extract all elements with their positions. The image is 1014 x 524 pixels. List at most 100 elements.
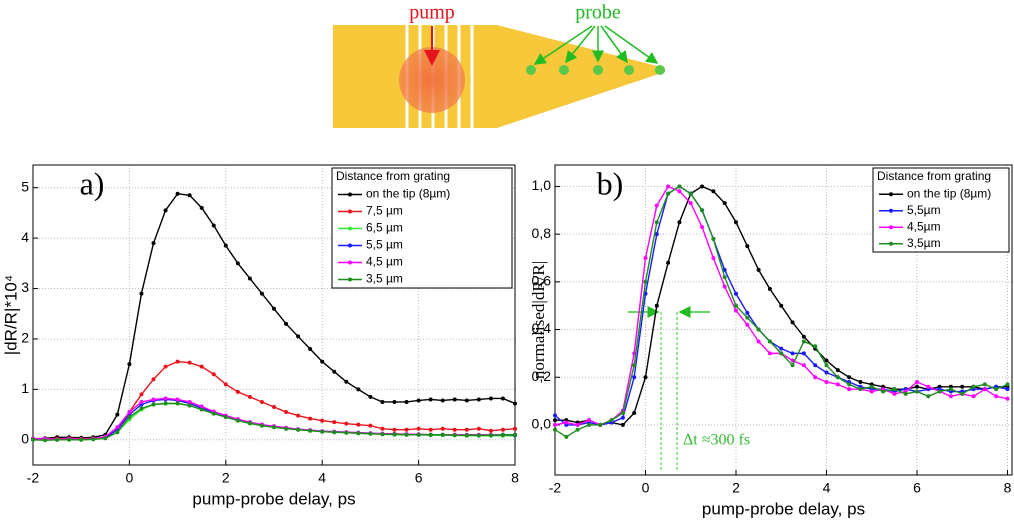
data-point — [308, 347, 313, 352]
data-point — [139, 291, 144, 296]
legend-label: 5,5 µm — [366, 238, 403, 252]
data-point — [553, 418, 557, 423]
data-point — [632, 375, 637, 380]
y-tick-label: 2 — [21, 330, 29, 346]
legend-box — [872, 167, 1010, 253]
legend-marker — [889, 192, 893, 197]
data-point — [513, 401, 517, 406]
data-point — [553, 422, 557, 427]
data-point — [847, 382, 852, 387]
data-point — [982, 387, 987, 392]
y-tick-label: 0 — [21, 430, 29, 446]
x-tick-label: 8 — [1004, 480, 1012, 496]
data-point — [575, 427, 580, 432]
y-tick-label: 0,4 — [532, 320, 552, 336]
x-tick-label: 2 — [732, 480, 740, 496]
data-point — [428, 397, 433, 402]
data-point — [654, 220, 659, 225]
data-point — [654, 232, 659, 237]
data-point — [139, 406, 144, 411]
probe-spots — [526, 65, 665, 75]
data-point — [666, 191, 671, 196]
data-point — [115, 412, 120, 417]
data-point — [223, 415, 228, 420]
data-point — [272, 425, 276, 430]
data-point — [416, 432, 421, 437]
data-point — [553, 413, 557, 418]
data-point — [151, 402, 156, 407]
data-point — [711, 256, 716, 260]
data-point — [151, 397, 156, 402]
data-point — [666, 184, 671, 189]
data-point — [392, 427, 397, 432]
legend: Distance from grating on the tip (8µm) 7,5… — [331, 167, 513, 289]
data-point — [643, 375, 648, 380]
data-point — [745, 315, 750, 320]
data-point — [881, 389, 886, 394]
x-tick-label: 6 — [913, 480, 921, 496]
data-point — [858, 380, 863, 384]
data-point — [320, 429, 325, 434]
data-point — [926, 384, 931, 389]
y-tick-label: 4 — [21, 229, 29, 245]
data-point — [869, 384, 874, 389]
data-point — [223, 243, 228, 248]
data-point — [779, 303, 784, 308]
x-tick-label: 0 — [126, 470, 134, 486]
data-point — [392, 432, 397, 437]
data-point — [67, 437, 72, 442]
data-point — [392, 399, 397, 404]
data-point — [756, 339, 761, 344]
data-point — [632, 363, 637, 368]
data-point — [847, 387, 852, 392]
data-point — [609, 418, 614, 423]
data-point — [476, 433, 481, 438]
data-point — [115, 425, 120, 430]
legend-label: 5,5µm — [907, 203, 941, 217]
data-point — [813, 344, 818, 349]
data-point — [296, 427, 301, 432]
data-point — [211, 411, 216, 416]
x-tick-label: -2 — [549, 480, 562, 496]
data-point — [259, 291, 264, 296]
legend-marker — [889, 225, 893, 230]
data-point — [380, 426, 385, 431]
x-tick-label: 4 — [823, 480, 831, 496]
data-point — [380, 399, 385, 404]
data-point — [779, 351, 784, 356]
data-point — [926, 394, 931, 399]
data-point — [163, 396, 168, 401]
data-point — [790, 320, 795, 325]
data-point — [356, 387, 361, 392]
data-point — [1005, 382, 1010, 387]
data-point — [960, 384, 965, 389]
data-point — [259, 423, 264, 428]
x-tick-label: 0 — [642, 480, 650, 496]
plot-frame — [32, 164, 516, 466]
data-point — [654, 203, 659, 208]
data-point — [284, 426, 289, 431]
data-point — [404, 399, 409, 404]
legend-label: 4,5 µm — [366, 255, 403, 269]
annotation: Δt ≈300 fs — [683, 432, 750, 449]
data-point — [801, 334, 806, 339]
data-point — [404, 427, 409, 432]
data-point — [151, 241, 156, 246]
legend-label: 3,5µm — [907, 236, 941, 250]
data-point — [320, 418, 325, 423]
data-point — [187, 193, 192, 198]
data-point — [356, 431, 361, 436]
data-point — [688, 191, 693, 196]
data-point — [308, 416, 313, 421]
data-point — [296, 334, 301, 339]
data-point — [801, 339, 806, 344]
data-point — [1005, 396, 1010, 401]
data-point — [813, 375, 818, 380]
data-point — [767, 287, 772, 291]
data-point — [756, 267, 761, 272]
data-point — [835, 375, 840, 380]
data-point — [404, 432, 409, 437]
data-point — [586, 422, 591, 427]
data-point — [971, 384, 976, 389]
